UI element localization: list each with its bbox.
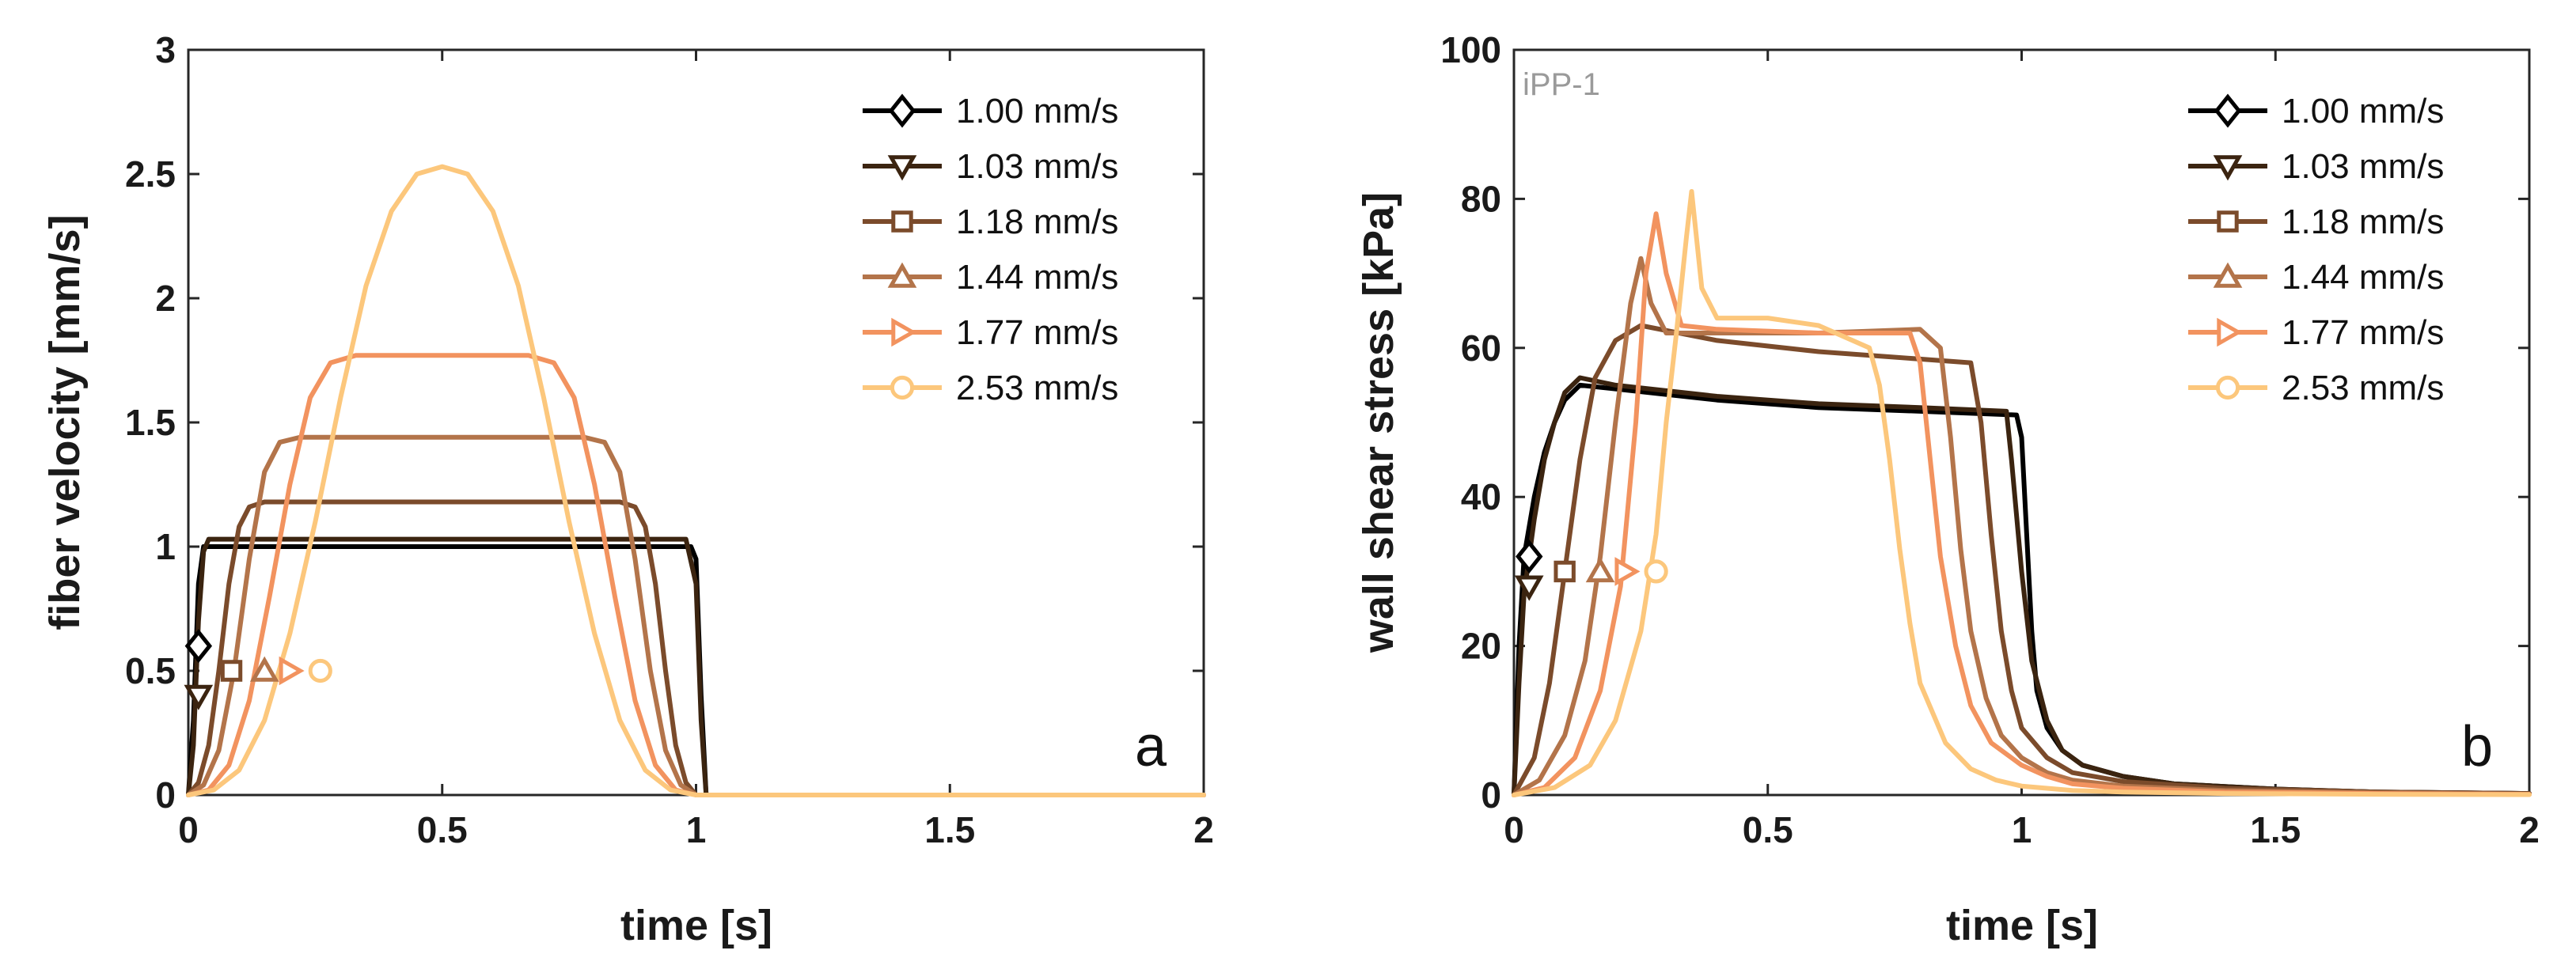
x-tick-label: 1 [686,809,707,850]
legend-entry-label: 1.18 mm/s [2282,203,2444,241]
legend-marker-1 [888,93,916,128]
series-line-5 [186,353,1206,797]
series-line-5 [1512,211,2532,797]
legend-marker-2 [887,155,917,181]
legend-entry-label: 1.44 mm/s [956,258,1118,297]
legend-entry-label: 1.44 mm/s [2282,258,2444,297]
y-tick-label: 60 [1461,327,1501,369]
x-axis-label-b: time [s] [1946,902,2098,949]
y-tick-label: 80 [1461,178,1501,219]
series-marker-3 [220,660,243,682]
legend-a: 1.00 mm/s 1.03 mm/s 1.18 mm/s 1.44 mm/s 1.77… [863,92,1118,407]
series-marker-1 [184,629,213,664]
y-tick-label: 2.5 [125,153,176,195]
y-tick-label: 40 [1461,476,1501,517]
legend-entry-label: 1.03 mm/s [2282,147,2444,186]
series-marker-6 [308,658,332,683]
legend-marker-1 [2214,93,2242,128]
series-line-4 [1512,256,2532,797]
series-marker-1 [1516,540,1543,574]
x-tick-label: 2 [2519,809,2540,850]
legend-marker-6 [2215,375,2240,400]
x-tick-label: 0.5 [417,809,468,850]
legend-marker-2 [2213,155,2243,181]
series-lines-b [1512,189,2532,797]
panel-label-a: a [1135,715,1167,778]
series-marker-3 [1554,560,1576,583]
series-line-2 [1512,375,2532,797]
panel-label-b: b [2461,715,2493,778]
x-tick-label: 1.5 [924,809,975,850]
series-marker-5 [279,656,305,686]
series-line-3 [1512,323,2532,797]
legend-entry-label: 1.00 mm/s [956,92,1118,131]
legend-marker-5 [2217,317,2243,347]
y-tick-label: 3 [155,29,176,70]
legend-entry-label: 1.77 mm/s [956,313,1118,352]
y-tick-label: 0 [155,774,176,816]
legend-marker-4 [2213,262,2243,288]
x-tick-label: 1.5 [2250,809,2301,850]
y-tick-label: 1.5 [125,402,176,443]
y-tick-label: 1 [155,526,176,567]
y-axis-label-b: wall shear stress [kPa] [1355,192,1402,653]
legend-entry-label: 1.03 mm/s [956,147,1118,186]
series-line-6 [186,164,1206,797]
series-line-2 [186,536,1206,797]
legend-b: 1.00 mm/s 1.03 mm/s 1.18 mm/s 1.44 mm/s 1.77… [2188,92,2444,407]
legend-marker-6 [890,375,915,400]
series-marker-6 [1644,559,1668,584]
legend-marker-4 [887,262,917,288]
series-markers-b [1514,540,1668,601]
legend-entry-label: 2.53 mm/s [2282,369,2444,407]
series-lines-a [186,164,1206,797]
legend-marker-5 [891,317,917,347]
x-tick-label: 0.5 [1743,809,1793,850]
x-tick-label: 2 [1193,809,1214,850]
tick-labels-a: 0 0.5 1 1.5 2 0 0.5 1 1.5 2 2.5 3 [125,29,1214,850]
y-tick-label: 2 [155,278,176,319]
y-tick-label: 0.5 [125,650,176,691]
y-tick-label: 20 [1461,626,1501,667]
legend-entry-label: 2.53 mm/s [956,369,1118,407]
legend-marker-3 [891,210,913,233]
y-tick-label: 100 [1440,29,1501,70]
series-marker-2 [184,684,214,710]
series-marker-4 [249,656,279,682]
x-tick-label: 0 [178,809,199,850]
chart-panel-a: 0 0.5 1 1.5 2 0 0.5 1 1.5 2 2.5 3 time [s] fiber ve… [41,29,1214,949]
y-tick-label: 0 [1481,774,1501,816]
series-markers-a [184,629,332,710]
legend-entry-label: 1.18 mm/s [956,203,1118,241]
x-tick-label: 0 [1504,809,1524,850]
x-axis-label-a: time [s] [620,902,772,949]
legend-entry-label: 1.00 mm/s [2282,92,2444,131]
x-tick-label: 1 [2012,809,2032,850]
y-axis-label-a: fiber velocity [mm/s] [41,214,89,630]
legend-marker-3 [2217,210,2239,233]
legend-entry-label: 1.77 mm/s [2282,313,2444,352]
series-line-3 [186,499,1206,797]
series-marker-5 [1614,557,1641,586]
sample-annotation: iPP-1 [1523,67,1600,102]
series-marker-4 [1585,557,1615,583]
series-marker-2 [1514,575,1544,601]
